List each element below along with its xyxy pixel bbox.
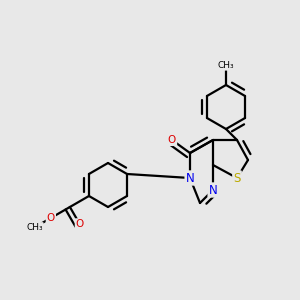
Text: CH₃: CH₃	[218, 61, 234, 70]
Text: CH₃: CH₃	[26, 223, 43, 232]
Text: S: S	[233, 172, 241, 184]
Text: N: N	[208, 184, 217, 196]
Text: N: N	[186, 172, 194, 184]
Text: O: O	[47, 213, 55, 223]
Text: O: O	[168, 135, 176, 145]
Text: O: O	[76, 219, 84, 229]
